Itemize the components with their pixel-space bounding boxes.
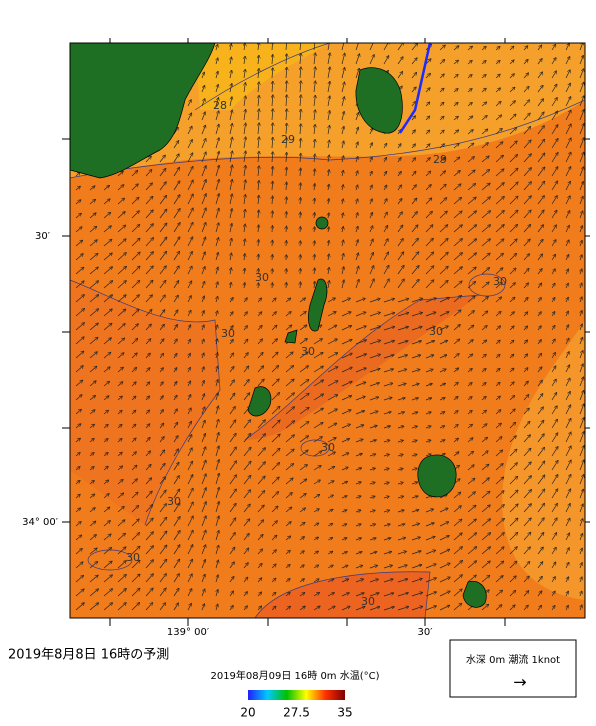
contour-label: 30 <box>429 325 443 338</box>
contour-label: 29 <box>433 153 447 166</box>
contour-label: 30 <box>301 345 315 358</box>
colorbar-ticks: 20 27.5 35 <box>240 706 352 720</box>
colorbar-tick-label: 35 <box>337 706 352 720</box>
contour-label: 30 <box>221 327 235 340</box>
map <box>70 39 585 618</box>
x-label: 139° 00′ <box>167 627 210 638</box>
y-label: 30′ <box>35 231 51 242</box>
colorbar-tick-label: 20 <box>240 706 255 720</box>
legend-arrow: → <box>513 673 526 692</box>
contour-label: 30 <box>255 271 269 284</box>
x-label: 30′ <box>418 627 434 638</box>
contour-label: 30 <box>493 275 507 288</box>
subtitle: 2019年08月09日 16時 0m 水温(°C) <box>210 669 379 682</box>
title: 2019年8月8日 16時の予測 <box>8 648 169 663</box>
colorbar <box>248 690 345 700</box>
y-label: 34° 00′ <box>22 517 59 528</box>
contour-label: 30 <box>126 551 140 564</box>
legend-text: 水深 0m 潮流 1knot <box>466 653 560 666</box>
contour-label: 30 <box>167 495 181 508</box>
contour-label: 29 <box>281 133 295 146</box>
colorbar-tick-label: 27.5 <box>283 706 310 720</box>
contour-label: 28 <box>213 99 227 112</box>
contour-label: 30 <box>321 441 335 454</box>
contour-label: 30 <box>361 595 375 608</box>
